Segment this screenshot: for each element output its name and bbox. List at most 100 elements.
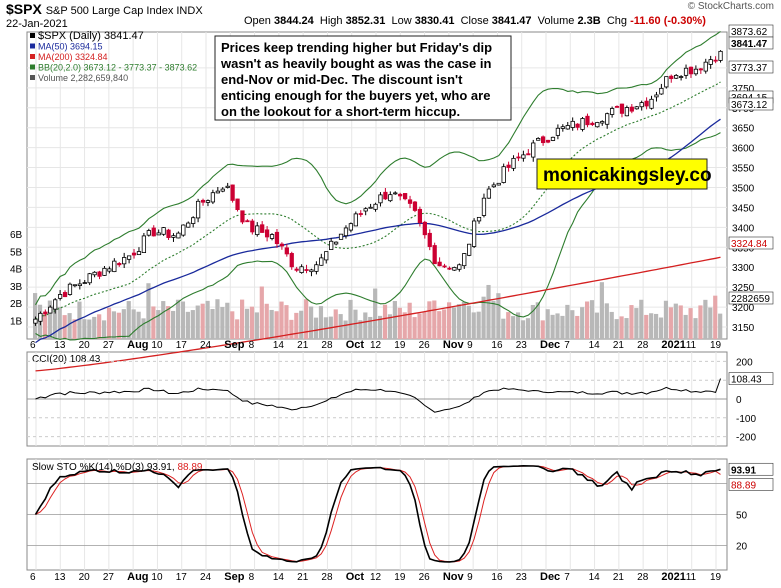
ma200-tag: 3324.84: [731, 239, 768, 250]
x-axis-label: 23: [516, 572, 528, 583]
volume-bar: [599, 282, 604, 339]
volume-bar: [156, 310, 161, 339]
candle-body: [506, 164, 511, 168]
volume-bar: [481, 296, 486, 339]
volume-bar: [343, 320, 348, 339]
volume-bar: [560, 315, 565, 339]
volume-bar: [210, 309, 215, 339]
volume-bar: [225, 302, 230, 339]
volume-bar: [220, 307, 225, 339]
volume-bar: [387, 314, 393, 339]
bb-upper-tag: 3873.62: [731, 27, 768, 38]
cci-tick-label: -200: [736, 433, 756, 444]
sto-legend-main: Slow STO %K(14) %D(3) 93.91,: [32, 462, 177, 473]
x-axis-label: Sep: [224, 571, 244, 583]
candle-body: [457, 264, 462, 270]
candle-body: [511, 157, 516, 169]
x-axis-label: 26: [419, 340, 431, 351]
volume-bar: [102, 320, 107, 339]
candle-body: [373, 203, 378, 210]
candle-body: [117, 263, 122, 266]
sto-k-line: [34, 464, 721, 563]
x-axis-label: 27: [103, 572, 115, 583]
volume-bar: [570, 310, 575, 339]
volume-bar: [525, 318, 531, 339]
x-axis-label: 17: [176, 572, 188, 583]
volume-bar: [166, 306, 171, 339]
sto-legend-d: 88.89: [177, 462, 202, 473]
candle-body: [501, 166, 506, 183]
chart-header: $SPX S&P 500 Large Cap Index INDX 22-Jan…: [6, 0, 776, 32]
x-axis-label: 20: [79, 572, 91, 583]
stockcharts-credit: © StockCharts.com: [687, 1, 774, 12]
ma200-line: [35, 256, 721, 372]
x-axis-label: 23: [516, 340, 528, 351]
volume-bar: [126, 301, 131, 339]
volume-tick-label: 5B: [10, 247, 23, 258]
volume-bar: [688, 308, 693, 339]
volume-bar: [594, 312, 600, 339]
volume-bar: [77, 301, 82, 339]
x-axis-label: Oct: [346, 339, 365, 351]
cci-legend: CCI(20) 108.43: [32, 354, 101, 365]
candle-body: [713, 59, 718, 62]
volume-bar: [708, 307, 713, 339]
candle-body: [486, 188, 492, 199]
volume-bar: [678, 305, 683, 339]
ticker-symbol: $SPX: [6, 1, 42, 17]
ma50-legend: MA(50) 3694.15: [38, 42, 103, 52]
volume-bar: [363, 312, 368, 339]
candle-body: [624, 107, 630, 117]
volume-bar: [555, 313, 560, 339]
x-axis-label: 21: [297, 572, 309, 583]
volume-bar: [673, 303, 678, 339]
volume-bar: [235, 319, 240, 339]
x-axis-label: 28: [321, 340, 333, 351]
volume-bar: [619, 316, 624, 339]
candle-body: [516, 156, 521, 159]
volume-bar: [92, 316, 97, 339]
chg-label: Chg: [606, 15, 627, 27]
candle-body: [205, 200, 211, 203]
chg-value: -11.60 (-0.30%): [630, 15, 706, 27]
volume-legend-swatch: [30, 75, 35, 80]
candle-body: [447, 267, 452, 270]
volume-bar: [215, 299, 220, 339]
bollinger-upper-band: [35, 30, 721, 306]
bb-mid-tag-box: [728, 60, 774, 74]
candle-body: [452, 267, 457, 271]
candle-body: [614, 106, 620, 108]
x-axis-label: 21: [297, 340, 309, 351]
candle-body: [210, 192, 216, 203]
candle-body: [708, 59, 713, 65]
candle-body: [161, 227, 166, 235]
candle-body: [437, 261, 442, 267]
candle-body: [595, 122, 600, 128]
volume-bar: [146, 283, 151, 339]
sto-tick-label: 50: [736, 511, 748, 522]
x-axis-label: 14: [273, 572, 285, 583]
annotation-box: [214, 35, 512, 121]
candle-body: [368, 206, 373, 209]
candle-body: [412, 201, 418, 211]
volume-bar: [718, 313, 723, 339]
volume-bar: [540, 320, 545, 339]
volume-bar: [535, 302, 540, 339]
volume-bar: [442, 309, 447, 339]
x-axis-label: 2021: [661, 339, 685, 351]
volume-bar: [33, 293, 38, 339]
volume-bar: [378, 315, 383, 339]
volume-bar: [545, 309, 550, 339]
candle-body: [97, 271, 102, 277]
volume-bar: [67, 313, 72, 339]
volume-bar: [634, 308, 639, 339]
volume-bar: [402, 312, 407, 339]
candle-body: [230, 184, 235, 201]
candle-body: [353, 213, 358, 227]
bb-mid-tag: 3773.37: [731, 63, 768, 74]
volume-bar: [629, 305, 634, 339]
candle-body: [38, 312, 43, 322]
x-axis-label: Sep: [224, 339, 244, 351]
candle-body: [299, 266, 304, 273]
candle-body: [585, 115, 590, 126]
